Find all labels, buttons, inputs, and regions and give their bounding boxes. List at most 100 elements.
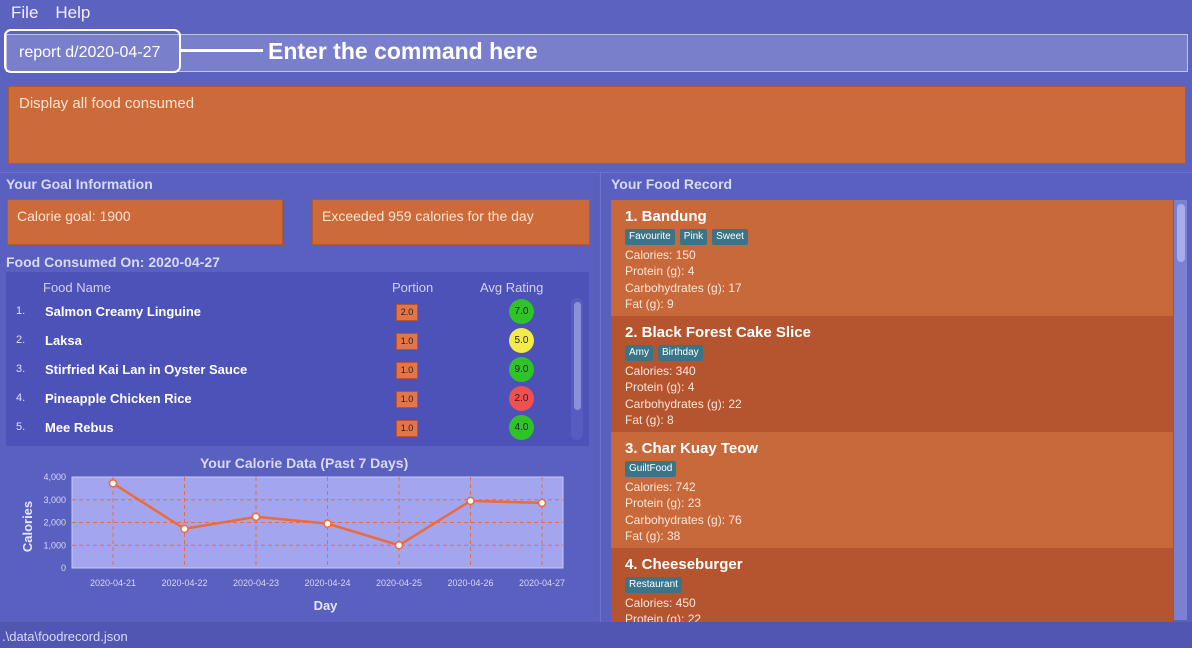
chart-x-tick-label: 2020-04-22 [161, 578, 207, 588]
command-value[interactable]: report d/2020-04-27 [19, 44, 161, 61]
command-highlight-frame [4, 29, 181, 73]
chart-y-axis-label: Calories [20, 501, 35, 552]
chart-x-tick-label: 2020-04-27 [519, 578, 565, 588]
table-row[interactable]: 5. Mee Rebus 1.0 4.0 [6, 414, 570, 443]
data-file-path: .\data\foodrecord.json [2, 629, 128, 644]
tag-list: Amy Birthday [625, 345, 1159, 361]
menu-file[interactable]: File [11, 3, 39, 22]
chart-data-point [323, 519, 332, 528]
chart-data-point [251, 512, 261, 522]
rating-badge: 9.0 [509, 357, 534, 382]
calorie-goal-text: Calorie goal: 1900 [17, 208, 131, 224]
chart-data-point [108, 479, 118, 488]
table-row[interactable]: 4. Pineapple Chicken Rice 1.0 2.0 [6, 385, 570, 414]
portion-badge: 1.0 [396, 391, 418, 408]
portion-badge: 2.0 [396, 304, 418, 321]
table-row[interactable]: 2. Laksa 1.0 5.0 [6, 327, 570, 356]
tag-list: Restaurant [625, 577, 1159, 593]
menu-bar: File Help [0, 0, 1192, 26]
result-text: Display all food consumed [19, 95, 195, 112]
chart-data-point [180, 524, 189, 534]
annotation-line [181, 49, 263, 52]
chart-x-axis-label: Day [314, 598, 339, 613]
consumed-section-title: Food Consumed On: 2020-04-27 [6, 254, 220, 270]
chart-data-point [394, 541, 404, 550]
row-food-name: Laksa [45, 333, 82, 348]
record-list-scrollbar[interactable] [1174, 200, 1187, 620]
food-tag: Favourite [625, 229, 675, 245]
tag-list: Favourite Pink Sweet [625, 229, 1159, 245]
food-card[interactable]: 1. Bandung Favourite Pink Sweet Calories: … [611, 200, 1173, 316]
row-food-name: Salmon Creamy Linguine [45, 304, 202, 319]
chart-data-point [466, 496, 475, 506]
chart-x-tick-label: 2020-04-23 [233, 578, 279, 588]
portion-badge: 1.0 [396, 420, 418, 437]
food-consumed-table [6, 272, 589, 446]
rating-badge: 4.0 [509, 415, 534, 440]
food-card[interactable]: 4. Cheeseburger Restaurant Calories: 450… [611, 548, 1173, 622]
row-food-name: Mee Rebus [45, 420, 114, 435]
calorie-status-box: Exceeded 959 calories for the day [312, 199, 590, 245]
food-card-title: 1. Bandung [625, 208, 707, 225]
table-row[interactable]: 1. Salmon Creamy Linguine 2.0 7.0 [6, 298, 570, 327]
food-record-list: 1. Bandung Favourite Pink Sweet Calories: … [611, 200, 1173, 622]
chart-y-tick-label: 3,000 [43, 495, 66, 505]
chart-x-tick-label: 2020-04-21 [90, 578, 136, 588]
food-tag: Birthday [658, 345, 703, 361]
chart-y-tick-label: 2,000 [43, 518, 66, 528]
food-card[interactable]: 3. Char Kuay Teow GuiltFood Calories: 74… [611, 432, 1173, 548]
rating-badge: 5.0 [509, 328, 534, 353]
food-tag: Amy [625, 345, 653, 361]
command-input[interactable] [6, 34, 1188, 72]
food-tag: Sweet [712, 229, 748, 245]
carbs-text: Carbohydrates (g): 17 [625, 280, 742, 295]
header-portion: Portion [392, 280, 434, 295]
protein-text: Protein (g): 23 [625, 496, 702, 511]
header-food-name: Food Name [43, 280, 111, 295]
chart-x-tick-label: 2020-04-24 [304, 578, 350, 588]
table-row[interactable]: 3. Stirfried Kai Lan in Oyster Sauce 1.0… [6, 356, 570, 385]
table-scrollbar-thumb[interactable] [574, 302, 581, 410]
protein-text: Protein (g): 4 [625, 380, 695, 395]
menu-help[interactable]: Help [55, 3, 91, 22]
chart-y-tick-label: 0 [61, 563, 66, 573]
header-avg-rating: Avg Rating [480, 280, 544, 295]
portion-badge: 1.0 [396, 333, 418, 350]
food-card-title: 2. Black Forest Cake Slice [625, 324, 811, 341]
rating-badge: 7.0 [509, 299, 534, 324]
goal-section-title: Your Goal Information [6, 176, 153, 192]
calories-text: Calories: 340 [625, 364, 696, 378]
calorie-line-chart: 0 1,000 2,000 3,000 4,000 2020-04-21 2020-04-2… [20, 472, 565, 613]
calorie-status-text: Exceeded 959 calories for the day [322, 208, 534, 224]
row-food-name: Stirfried Kai Lan in Oyster Sauce [45, 362, 248, 377]
food-tag: GuiltFood [625, 461, 677, 477]
chart-title: Your Calorie Data (Past 7 Days) [200, 455, 409, 471]
row-index: 4. [16, 392, 26, 404]
calories-text: Calories: 150 [625, 248, 696, 262]
food-card[interactable]: 2. Black Forest Cake Slice Amy Birthday C… [611, 316, 1173, 432]
food-card-title: 3. Char Kuay Teow [625, 440, 759, 457]
record-section-title: Your Food Record [611, 176, 733, 192]
protein-text: Protein (g): 4 [625, 264, 695, 279]
food-tag: Pink [679, 229, 708, 245]
calorie-goal-box: Calorie goal: 1900 [7, 199, 283, 245]
chart-data-point [537, 498, 547, 508]
command-annotation: Enter the command here [268, 38, 538, 64]
record-list-scrollbar-thumb[interactable] [1177, 204, 1185, 262]
protein-text: Protein (g): 22 [625, 612, 702, 622]
status-bar: .\data\foodrecord.json [0, 622, 1192, 648]
chart-y-tick-label: 4,000 [43, 472, 66, 482]
chart-x-tick-label: 2020-04-26 [447, 578, 493, 588]
fat-text: Fat (g): 9 [625, 296, 674, 311]
row-index: 5. [16, 421, 26, 433]
carbs-text: Carbohydrates (g): 76 [625, 512, 742, 527]
fat-text: Fat (g): 38 [625, 528, 681, 543]
result-display [8, 86, 1186, 164]
rating-badge: 2.0 [509, 386, 534, 411]
fat-text: Fat (g): 8 [625, 412, 674, 427]
calories-text: Calories: 450 [625, 596, 696, 610]
row-index: 3. [16, 363, 26, 375]
chart-x-tick-label: 2020-04-25 [376, 578, 422, 588]
calories-text: Calories: 742 [625, 480, 696, 494]
food-card-title: 4. Cheeseburger [625, 556, 743, 573]
